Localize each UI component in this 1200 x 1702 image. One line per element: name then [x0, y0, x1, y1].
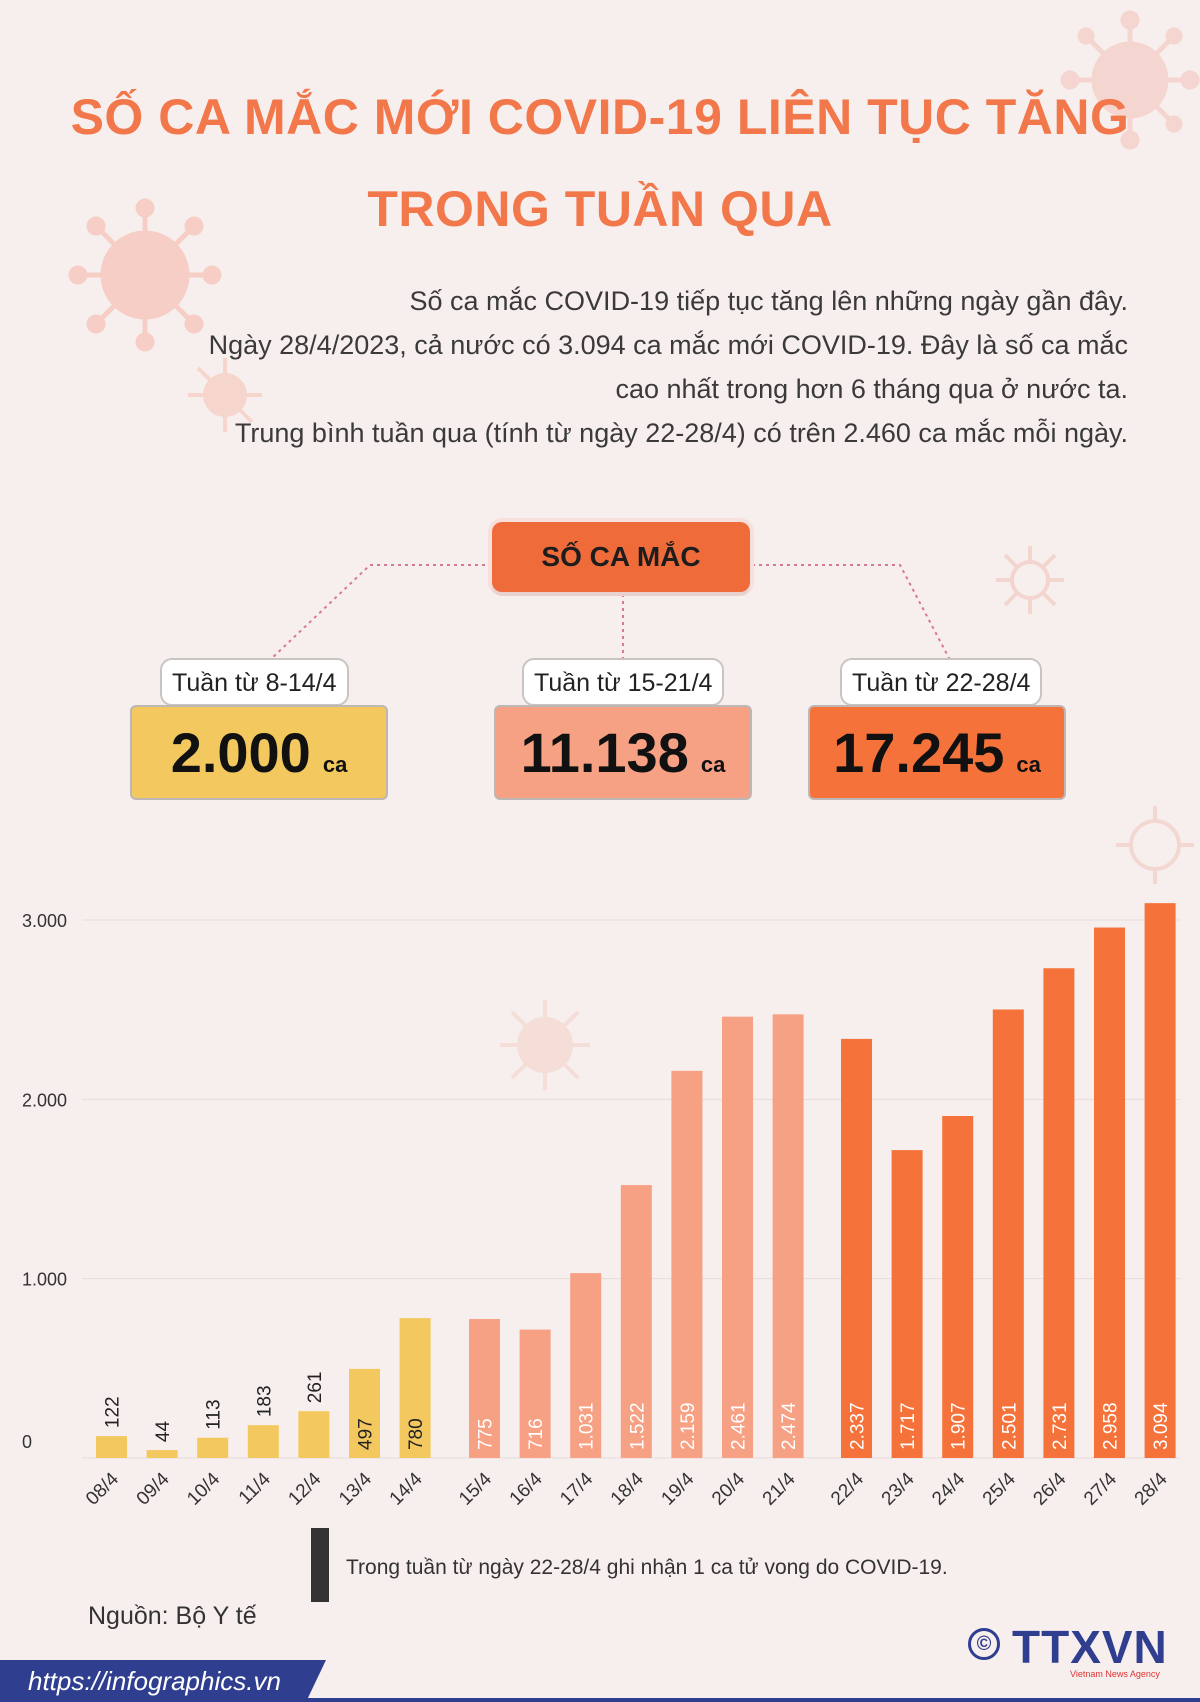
- bar-value-label: 2.501: [999, 1402, 1020, 1450]
- week-total-box: 2.000 ca: [130, 705, 388, 800]
- bar-value-label: 183: [254, 1385, 275, 1417]
- bar: [298, 1411, 330, 1458]
- bar-value-label: 261: [305, 1371, 326, 1403]
- bar: [146, 1450, 178, 1458]
- note-marker: [311, 1528, 329, 1602]
- x-tick-label: 08/4: [82, 1468, 123, 1509]
- y-tick-label: 3.000: [22, 911, 67, 931]
- x-tick-label: 12/4: [284, 1468, 325, 1509]
- bar: [570, 1273, 602, 1458]
- week-total-unit: ca: [700, 752, 726, 777]
- bar-value-label: 497: [356, 1418, 377, 1450]
- bar-value-label: 2.474: [779, 1402, 800, 1450]
- week-label: Tuần từ 22-28/4: [840, 658, 1043, 706]
- death-note: Trong tuần từ ngày 22-28/4 ghi nhận 1 ca…: [346, 1556, 948, 1579]
- footer-line: [0, 1698, 1200, 1702]
- bar: [722, 1016, 753, 1458]
- bar: [1043, 968, 1075, 1458]
- week-total-unit: ca: [322, 752, 348, 777]
- bar-value-label: 1.522: [627, 1402, 648, 1450]
- ttxvn-logo: TTXVN: [1012, 1621, 1168, 1673]
- x-tick-label: 13/4: [335, 1468, 376, 1509]
- x-tick-label: 22/4: [827, 1468, 868, 1509]
- y-tick-label: 0: [22, 1432, 32, 1452]
- logo-subtitle: Vietnam News Agency: [1070, 1669, 1160, 1679]
- week-total-value: 2.000: [170, 721, 311, 784]
- intro-text: Trung bình tuần qua (tính từ ngày 22-28/…: [234, 418, 1128, 448]
- bar-value-label: 716: [526, 1418, 547, 1450]
- bar-value-label: 3.094: [1151, 1402, 1172, 1450]
- x-tick-label: 09/4: [133, 1468, 174, 1509]
- bar: [349, 1368, 380, 1458]
- bar: [891, 1150, 923, 1458]
- page-title-line2: TRONG TUẦN QUA: [367, 181, 833, 237]
- website-link[interactable]: https://infographics.vn: [0, 1660, 326, 1702]
- bar: [1144, 903, 1176, 1458]
- week-label: Tuần từ 8-14/4: [160, 658, 349, 706]
- x-tick-label: 24/4: [928, 1468, 969, 1509]
- bar: [841, 1038, 872, 1458]
- page-title: SỐ CA MẮC MỚI COVID-19 LIÊN TỤC TĂNG: [70, 89, 1130, 145]
- source-text: Nguồn: Bộ Y tế: [88, 1602, 257, 1630]
- bar: [469, 1319, 500, 1458]
- bar: [247, 1425, 279, 1458]
- bar-value-label: 780: [406, 1418, 427, 1450]
- bar-value-label: 1.907: [949, 1402, 970, 1450]
- week-total-box: 11.138 ca: [494, 705, 752, 800]
- y-tick-label: 2.000: [22, 1090, 67, 1110]
- x-tick-label: 19/4: [657, 1468, 698, 1509]
- bar-value-label: 1.031: [577, 1402, 598, 1450]
- bar-value-label: 113: [204, 1399, 225, 1429]
- bar-value-label: 122: [103, 1396, 124, 1428]
- x-tick-label: 28/4: [1131, 1468, 1172, 1509]
- bar: [992, 1009, 1024, 1458]
- bar-value-label: 2.159: [678, 1402, 699, 1450]
- x-tick-label: 23/4: [878, 1468, 919, 1509]
- connector-lines: [269, 564, 951, 661]
- x-tick-label: 25/4: [979, 1468, 1020, 1509]
- daily-cases-bar-chart: 0 1.000 2.000 3.000 122 08/4 44 09/4 113 10/4 183 1…: [22, 903, 1180, 1510]
- bar: [671, 1070, 703, 1458]
- x-tick-label: 16/4: [506, 1468, 547, 1509]
- week-total-unit: ca: [1016, 752, 1041, 777]
- x-tick-label: 11/4: [235, 1468, 275, 1508]
- bar-value-label: 2.461: [729, 1402, 750, 1450]
- x-tick-label: 18/4: [607, 1468, 648, 1509]
- bar: [942, 1116, 974, 1458]
- week-label: Tuần từ 15-21/4: [522, 658, 725, 706]
- bar: [399, 1318, 431, 1458]
- bar-value-label: 2.958: [1101, 1402, 1122, 1450]
- x-tick-label: 15/4: [455, 1468, 496, 1509]
- y-tick-label: 1.000: [22, 1270, 67, 1290]
- intro-text: cao nhất trong hơn 6 tháng qua ở nước ta…: [615, 374, 1128, 404]
- cases-heading-badge: SỐ CA MẮC: [492, 522, 750, 592]
- x-tick-label: 26/4: [1029, 1468, 1070, 1509]
- bar-value-label: 775: [476, 1418, 497, 1450]
- week-total-box: 17.245 ca: [808, 705, 1066, 800]
- bar-value-label: 44: [153, 1421, 174, 1443]
- week-total-value: 17.245: [833, 721, 1005, 784]
- intro-text: Ngày 28/4/2023, cả nước có 3.094 ca mắc …: [208, 330, 1128, 360]
- bar: [197, 1437, 229, 1458]
- bar: [620, 1185, 652, 1458]
- x-tick-label: 17/4: [556, 1468, 597, 1509]
- x-tick-label: 20/4: [708, 1468, 749, 1509]
- x-tick-label: 14/4: [386, 1468, 427, 1509]
- bar: [96, 1436, 127, 1458]
- bar-value-label: 1.717: [898, 1402, 919, 1450]
- x-tick-label: 10/4: [183, 1468, 224, 1509]
- copyright-icon: ©: [968, 1628, 1000, 1660]
- bar-value-label: 2.337: [848, 1402, 869, 1450]
- bar-value-label: 2.731: [1050, 1402, 1071, 1450]
- bar: [519, 1329, 551, 1458]
- bar: [1094, 927, 1125, 1458]
- x-tick-label: 27/4: [1080, 1468, 1121, 1509]
- bar: [772, 1014, 804, 1458]
- week-total-value: 11.138: [520, 721, 689, 784]
- intro-text: Số ca mắc COVID-19 tiếp tục tăng lên nhữ…: [409, 286, 1129, 316]
- x-tick-label: 21/4: [759, 1468, 800, 1509]
